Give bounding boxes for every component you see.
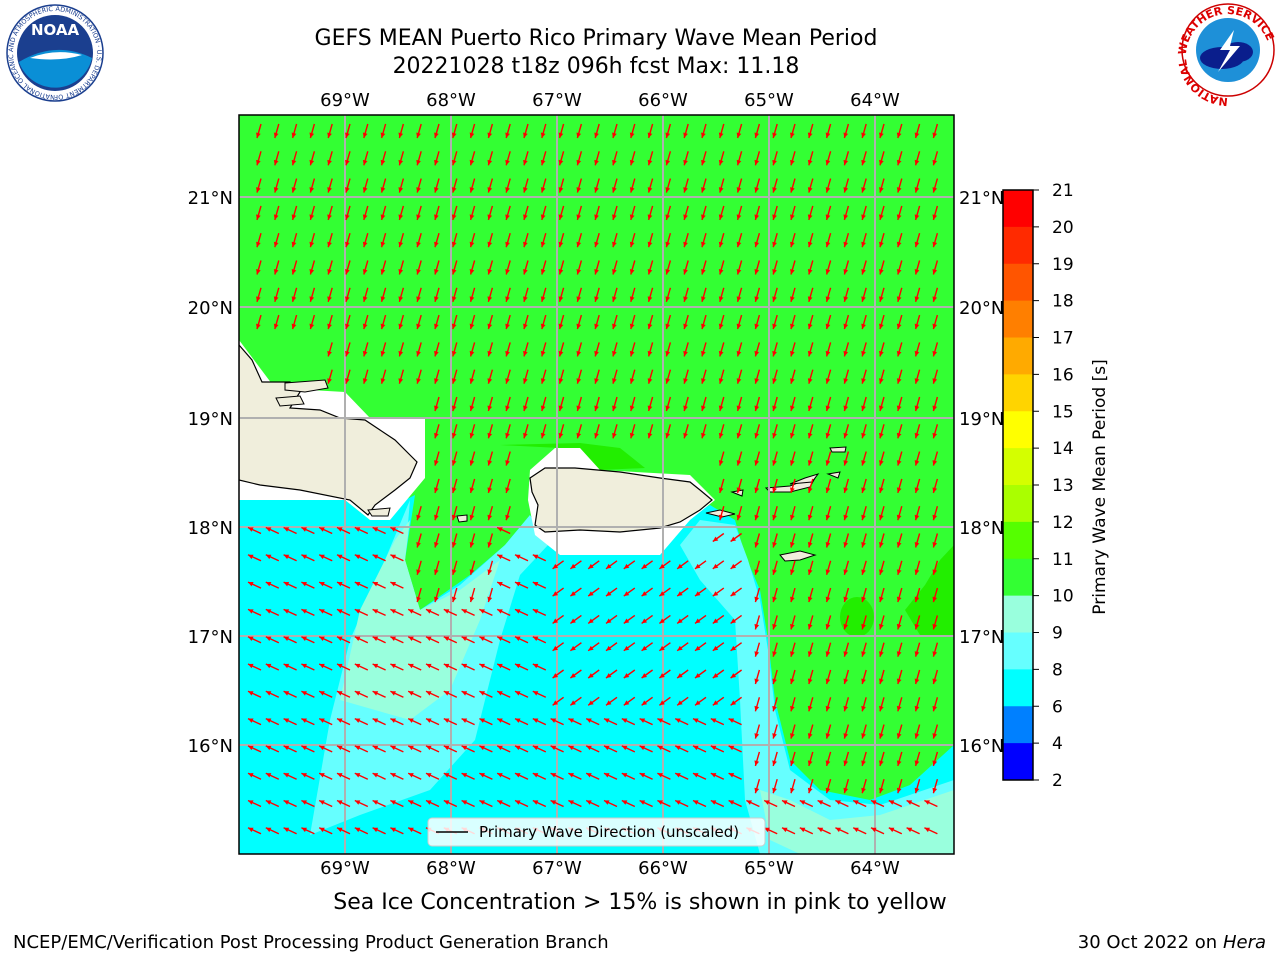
footer-date-text: 30 Oct 2022 on: [1077, 932, 1223, 953]
colorbar-tick-label: 19: [1052, 255, 1074, 275]
colorbar-tick-label: 11: [1052, 550, 1074, 570]
chart-title: GEFS MEAN Puerto Rico Primary Wave Mean …: [314, 26, 878, 51]
colorbar-tick-label: 12: [1052, 513, 1074, 533]
colorbar-tick-label: 2: [1052, 771, 1063, 791]
colorbar-tick-label: 4: [1052, 734, 1063, 754]
legend-label: Primary Wave Direction (unscaled): [479, 823, 739, 841]
colorbar-swatch: [1003, 558, 1033, 597]
lat-left-label: 16°N: [188, 736, 233, 757]
colorbar-tick-label: 14: [1052, 439, 1074, 459]
colorbar-swatch: [1003, 448, 1033, 486]
colorbar-tick-label: 17: [1052, 329, 1074, 349]
lon-top-label: 64°W: [850, 90, 900, 111]
footer-credit: NCEP/EMC/Verification Post Processing Pr…: [13, 932, 609, 953]
map-frame: [238, 114, 955, 855]
colorbar-tick-label: 9: [1052, 624, 1063, 644]
lat-left-label: 19°N: [188, 409, 233, 430]
lat-right-label: 18°N: [959, 518, 1004, 539]
colorbar-tick-label: 21: [1052, 181, 1074, 201]
colorbar-swatch: [1003, 669, 1033, 707]
colorbar-tick-label: 10: [1052, 587, 1074, 607]
lat-left-label: 21°N: [188, 188, 233, 209]
colorbar: 21 20 19 18 17 16 15 14 13 12 11 10 9 8 6 4 2: [1002, 181, 1074, 791]
lon-top-label: 65°W: [744, 90, 794, 111]
lon-bottom-label: 65°W: [744, 858, 794, 879]
lon-bottom-label: 64°W: [850, 858, 900, 879]
lon-bottom-label: 67°W: [532, 858, 582, 879]
footer-host: Hera: [1222, 932, 1266, 953]
lat-right-label: 20°N: [959, 298, 1004, 319]
colorbar-swatch: [1003, 337, 1033, 375]
colorbar-tick-label: 18: [1052, 292, 1074, 312]
chart-subtitle: 20221028 t18z 096h fcst Max: 11.18: [392, 54, 800, 79]
lon-bottom-label: 69°W: [320, 858, 370, 879]
colorbar-swatch: [1003, 374, 1033, 412]
colorbar-tick-label: 20: [1052, 218, 1074, 238]
map-area: [239, 115, 954, 854]
colorbar-swatch: [1003, 743, 1033, 781]
colorbar-swatch: [1003, 632, 1033, 670]
lon-top-label: 67°W: [532, 90, 582, 111]
colorbar-tick-label: 16: [1052, 365, 1074, 385]
colorbar-tick-label: 8: [1052, 660, 1063, 680]
lat-left-label: 17°N: [188, 627, 233, 648]
footer-date: 30 Oct 2022 on Hera: [1078, 932, 1266, 953]
colorbar-swatch: [1003, 521, 1033, 560]
lat-right-label: 21°N: [959, 188, 1004, 209]
noaa-logo: NATIONAL OCEANIC AND ATMOSPHERIC ADMINIS…: [0, 0, 104, 102]
lon-top-label: 69°W: [320, 90, 370, 111]
lat-left-label: 18°N: [188, 518, 233, 539]
lat-right-label: 16°N: [959, 736, 1004, 757]
lat-right-label: 17°N: [959, 627, 1004, 648]
lon-bottom-label: 68°W: [426, 858, 476, 879]
colorbar-tick-label: 6: [1052, 697, 1063, 717]
graticule: [239, 115, 954, 854]
lon-bottom-label: 66°W: [638, 858, 688, 879]
lon-top-label: 68°W: [426, 90, 476, 111]
map-legend: Primary Wave Direction (unscaled): [427, 817, 766, 847]
colorbar-swatch: [1003, 300, 1033, 338]
wave-direction-arrows: [247, 123, 939, 835]
sea-ice-caption: Sea Ice Concentration > 15% is shown in …: [333, 890, 947, 915]
colorbar-swatch: [1003, 485, 1033, 523]
svg-text:NOAA: NOAA: [31, 21, 80, 39]
colorbar-swatch: [1003, 263, 1033, 302]
colorbar-tick-label: 13: [1052, 476, 1074, 496]
lat-left-label: 20°N: [188, 298, 233, 319]
colorbar-label: Primary Wave Mean Period [s]: [1090, 359, 1110, 614]
colorbar-swatch: [1003, 595, 1033, 633]
colorbar-swatch: [1003, 190, 1033, 228]
colorbar-swatch: [1003, 411, 1033, 449]
lat-right-label: 19°N: [959, 409, 1004, 430]
nws-logo: NATIONAL WEATHER SERVICE: [1176, 3, 1277, 108]
colorbar-swatch: [1003, 226, 1033, 265]
colorbar-swatch: [1003, 706, 1033, 744]
lon-top-label: 66°W: [638, 90, 688, 111]
colorbar-tick-label: 15: [1052, 402, 1074, 422]
